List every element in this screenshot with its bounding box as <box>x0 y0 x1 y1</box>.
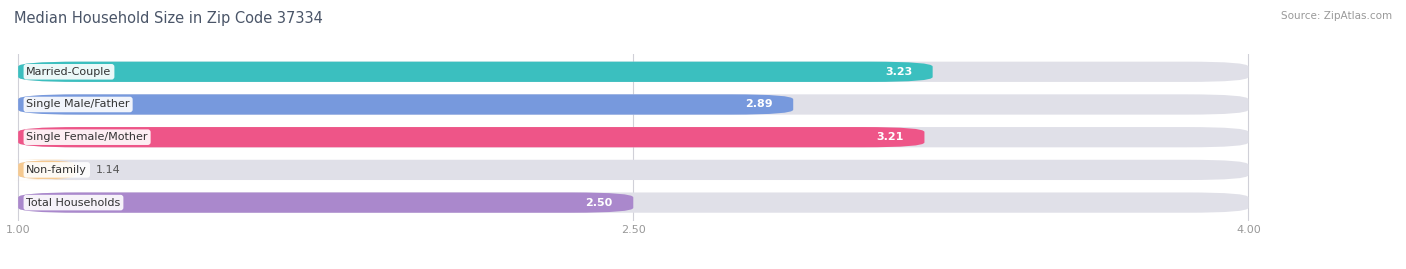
Text: 3.21: 3.21 <box>876 132 904 142</box>
FancyBboxPatch shape <box>18 94 1249 115</box>
Text: 1.14: 1.14 <box>96 165 121 175</box>
FancyBboxPatch shape <box>18 127 925 147</box>
Text: Total Households: Total Households <box>27 198 121 208</box>
FancyBboxPatch shape <box>14 160 80 180</box>
Text: 2.50: 2.50 <box>585 198 613 208</box>
FancyBboxPatch shape <box>18 94 793 115</box>
FancyBboxPatch shape <box>18 192 633 213</box>
FancyBboxPatch shape <box>18 160 1249 180</box>
FancyBboxPatch shape <box>18 127 1249 147</box>
Text: Median Household Size in Zip Code 37334: Median Household Size in Zip Code 37334 <box>14 11 323 26</box>
Text: 2.89: 2.89 <box>745 100 773 109</box>
Text: Single Female/Mother: Single Female/Mother <box>27 132 148 142</box>
Text: Non-family: Non-family <box>27 165 87 175</box>
Text: Married-Couple: Married-Couple <box>27 67 111 77</box>
Text: Single Male/Father: Single Male/Father <box>27 100 129 109</box>
Text: 3.23: 3.23 <box>884 67 912 77</box>
FancyBboxPatch shape <box>18 192 1249 213</box>
FancyBboxPatch shape <box>18 62 932 82</box>
Text: Source: ZipAtlas.com: Source: ZipAtlas.com <box>1281 11 1392 21</box>
FancyBboxPatch shape <box>18 62 1249 82</box>
